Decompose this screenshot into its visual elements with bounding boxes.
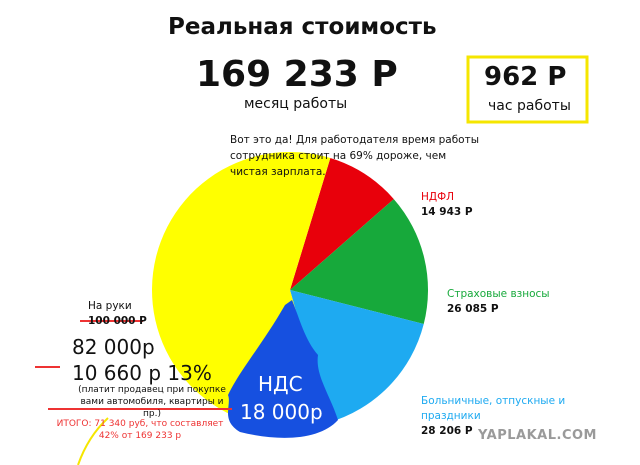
vat-label: НДС <box>258 372 303 396</box>
legend-label: На руки <box>88 300 132 312</box>
yellow-curve <box>77 417 109 465</box>
tax-amount: 10 660 р 13% <box>72 361 212 385</box>
hourly-cost: 962 Р <box>484 62 567 92</box>
monthly-caption: месяц работы <box>244 96 348 112</box>
pie-slice <box>290 199 428 325</box>
value-label: 26 085 Р <box>447 303 499 315</box>
value-label: 100 000 Р <box>88 315 147 327</box>
net-amount: 82 000р <box>72 335 155 359</box>
value-label: 28 206 Р <box>421 425 473 437</box>
title: Реальная стоимость <box>168 14 437 40</box>
total-note: ИТОГО: 71 340 руб, что составляет 42% от… <box>56 419 224 441</box>
hourly-caption: час работы <box>488 98 571 114</box>
tax-note: (платит продавец при покупке вами автомо… <box>78 385 226 419</box>
legend-label: Больничные, отпускные и праздники <box>421 395 566 422</box>
monthly-cost: 169 233 Р <box>196 54 398 95</box>
hourly-box <box>466 55 589 124</box>
value-label: 14 943 Р <box>421 206 473 218</box>
pie-slice <box>290 158 394 290</box>
watermark: YAPLAKAL.COM <box>478 428 597 443</box>
note: Вот это да! Для работодателя время работ… <box>230 134 480 178</box>
legend-label: НДФЛ <box>421 191 455 203</box>
vat-amount: 18 000р <box>240 400 323 424</box>
vat-blob <box>228 300 338 438</box>
legend-label: Страховые взносы <box>447 288 550 300</box>
